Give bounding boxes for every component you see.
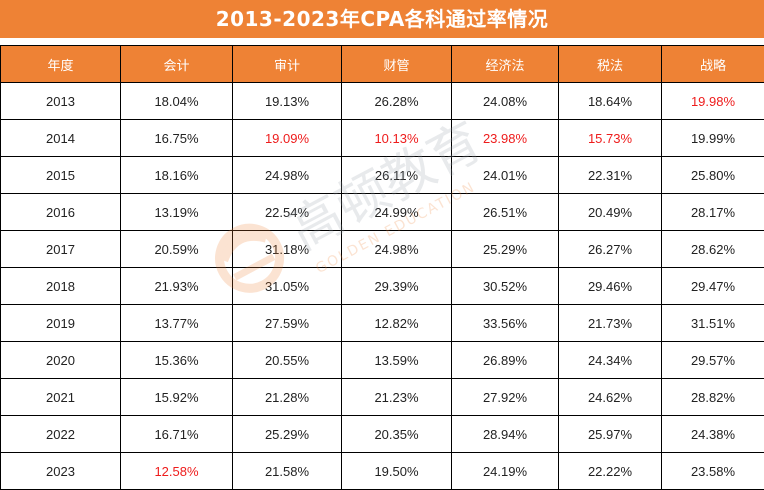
pass-rate-cell: 29.57% — [662, 342, 764, 379]
pass-rate-cell: 19.50% — [342, 453, 452, 490]
header-strategy: 战略 — [662, 46, 764, 83]
pass-rate-cell: 20.55% — [233, 342, 342, 379]
pass-rate-cell: 31.51% — [662, 305, 764, 342]
header-accounting: 会计 — [121, 46, 233, 83]
pass-rate-cell: 15.73% — [559, 120, 662, 157]
pass-rate-cell: 19.09% — [233, 120, 342, 157]
page-title: 2013-2023年CPA各科通过率情况 — [0, 0, 764, 38]
header-year: 年度 — [1, 46, 121, 83]
pass-rate-cell: 15.92% — [121, 379, 233, 416]
pass-rate-cell: 24.01% — [452, 157, 559, 194]
pass-rate-cell: 12.82% — [342, 305, 452, 342]
year-cell: 2018 — [1, 268, 121, 305]
year-cell: 2019 — [1, 305, 121, 342]
pass-rate-cell: 24.62% — [559, 379, 662, 416]
pass-rate-cell: 24.98% — [342, 231, 452, 268]
header-tax-law: 税法 — [559, 46, 662, 83]
pass-rate-cell: 23.98% — [452, 120, 559, 157]
pass-rate-cell: 29.39% — [342, 268, 452, 305]
pass-rate-cell: 25.80% — [662, 157, 764, 194]
pass-rate-cell: 24.34% — [559, 342, 662, 379]
pass-rate-cell: 29.46% — [559, 268, 662, 305]
pass-rate-cell: 25.29% — [452, 231, 559, 268]
pass-rate-cell: 20.59% — [121, 231, 233, 268]
header-economic-law: 经济法 — [452, 46, 559, 83]
pass-rate-cell: 26.27% — [559, 231, 662, 268]
year-cell: 2023 — [1, 453, 121, 490]
pass-rate-cell: 31.05% — [233, 268, 342, 305]
year-cell: 2014 — [1, 120, 121, 157]
pass-rate-cell: 27.92% — [452, 379, 559, 416]
pass-rate-cell: 24.38% — [662, 416, 764, 453]
year-cell: 2017 — [1, 231, 121, 268]
pass-rate-cell: 21.73% — [559, 305, 662, 342]
pass-rate-cell: 24.19% — [452, 453, 559, 490]
pass-rate-cell: 26.51% — [452, 194, 559, 231]
pass-rate-cell: 26.89% — [452, 342, 559, 379]
pass-rate-cell: 24.99% — [342, 194, 452, 231]
pass-rate-cell: 31.18% — [233, 231, 342, 268]
pass-rate-cell: 26.11% — [342, 157, 452, 194]
pass-rate-cell: 19.13% — [233, 83, 342, 120]
pass-rate-cell: 10.13% — [342, 120, 452, 157]
year-cell: 2020 — [1, 342, 121, 379]
pass-rate-cell: 24.08% — [452, 83, 559, 120]
table-header-row: 年度 会计 审计 财管 经济法 税法 战略 — [1, 46, 764, 83]
pass-rate-cell: 21.28% — [233, 379, 342, 416]
header-audit: 审计 — [233, 46, 342, 83]
pass-rate-cell: 26.28% — [342, 83, 452, 120]
pass-rate-cell: 21.93% — [121, 268, 233, 305]
pass-rate-cell: 20.49% — [559, 194, 662, 231]
pass-rate-cell: 13.59% — [342, 342, 452, 379]
year-cell: 2022 — [1, 416, 121, 453]
pass-rate-cell: 21.58% — [233, 453, 342, 490]
header-financial-management: 财管 — [342, 46, 452, 83]
pass-rate-cell: 22.31% — [559, 157, 662, 194]
pass-rate-cell: 19.98% — [662, 83, 764, 120]
pass-rate-cell: 28.62% — [662, 231, 764, 268]
pass-rate-cell: 28.82% — [662, 379, 764, 416]
pass-rate-cell: 25.29% — [233, 416, 342, 453]
pass-rate-cell: 30.52% — [452, 268, 559, 305]
pass-rate-cell: 19.99% — [662, 120, 764, 157]
pass-rate-cell: 13.19% — [121, 194, 233, 231]
pass-rate-cell: 22.54% — [233, 194, 342, 231]
pass-rate-cell: 29.47% — [662, 268, 764, 305]
year-cell: 2015 — [1, 157, 121, 194]
pass-rate-cell: 28.94% — [452, 416, 559, 453]
pass-rate-cell: 27.59% — [233, 305, 342, 342]
pass-rate-cell: 18.64% — [559, 83, 662, 120]
pass-rate-cell: 20.35% — [342, 416, 452, 453]
pass-rate-cell: 15.36% — [121, 342, 233, 379]
pass-rate-cell: 33.56% — [452, 305, 559, 342]
pass-rate-cell: 18.16% — [121, 157, 233, 194]
pass-rate-cell: 24.98% — [233, 157, 342, 194]
pass-rate-cell: 18.04% — [121, 83, 233, 120]
pass-rate-cell: 22.22% — [559, 453, 662, 490]
pass-rate-cell: 23.58% — [662, 453, 764, 490]
year-cell: 2013 — [1, 83, 121, 120]
pass-rate-cell: 25.97% — [559, 416, 662, 453]
year-cell: 2016 — [1, 194, 121, 231]
pass-rate-cell: 16.71% — [121, 416, 233, 453]
pass-rate-cell: 28.17% — [662, 194, 764, 231]
year-cell: 2021 — [1, 379, 121, 416]
pass-rate-cell: 13.77% — [121, 305, 233, 342]
pass-rate-cell: 16.75% — [121, 120, 233, 157]
pass-rate-cell: 21.23% — [342, 379, 452, 416]
pass-rate-cell: 12.58% — [121, 453, 233, 490]
